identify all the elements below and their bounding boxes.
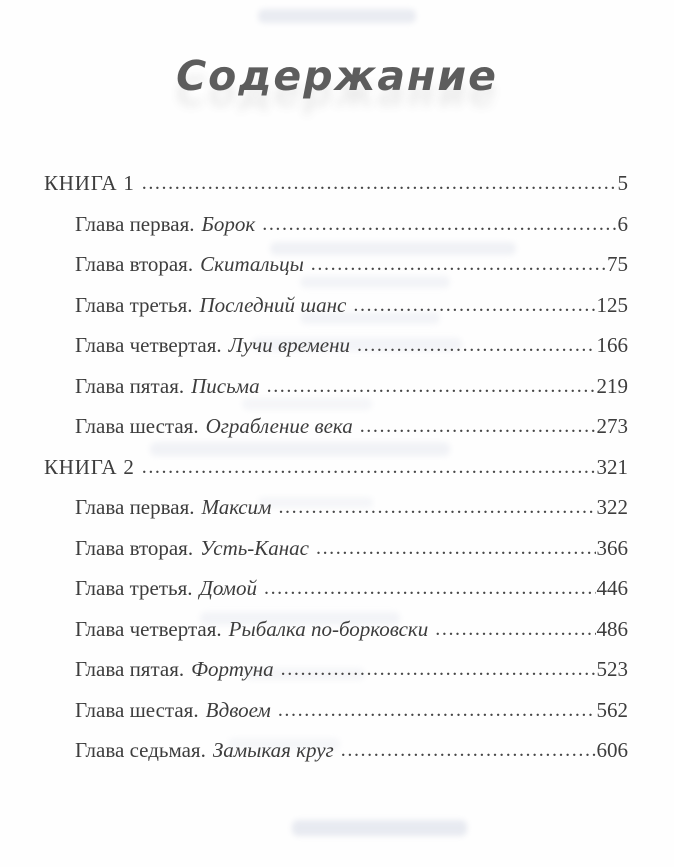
page-title: Содержание bbox=[176, 52, 498, 100]
toc-entry-label: КНИГА 2 bbox=[44, 454, 135, 479]
toc-entry: КНИГА 1 ................................… bbox=[44, 163, 628, 204]
toc-entry-page: 322 bbox=[596, 495, 629, 519]
toc-entry-label: Глава седьмая. bbox=[75, 738, 206, 762]
toc-entry: КНИГА 2 ................................… bbox=[44, 447, 628, 488]
dots-leader: ........................................… bbox=[141, 455, 596, 478]
dots-leader: ........................................… bbox=[280, 658, 596, 680]
toc-entry-label: Глава четвертая. bbox=[75, 333, 222, 357]
toc-entry: Глава вторая. Усть-Канас ...............… bbox=[44, 528, 628, 569]
dots-leader: ........................................… bbox=[262, 212, 617, 235]
bleedthrough-smudge bbox=[300, 276, 450, 288]
toc-entry-label: Глава вторая. bbox=[75, 252, 194, 276]
toc-entry: Глава третья. Домой ....................… bbox=[44, 568, 628, 609]
toc-entry-page: 523 bbox=[596, 657, 629, 681]
toc-entry: Глава шестая. Вдвоем ...................… bbox=[44, 690, 628, 731]
toc-entry-title: Рыбалка по-борковски bbox=[228, 616, 429, 641]
toc-entry-title: Лучи времени bbox=[228, 333, 351, 357]
bleedthrough-smudge bbox=[252, 338, 462, 351]
toc-entry: Глава седьмая. Замыкая круг ............… bbox=[44, 730, 628, 771]
dots-leader: ........................................… bbox=[340, 739, 596, 761]
dots-leader: ........................................… bbox=[310, 253, 606, 275]
dots-leader: ........................................… bbox=[315, 536, 596, 559]
dots-leader: ........................................… bbox=[141, 172, 617, 194]
toc-entry-title: Замыкая круг bbox=[212, 738, 334, 762]
toc-entry-title: Скитальцы bbox=[200, 252, 304, 276]
toc-entry-title: Усть-Канас bbox=[200, 535, 309, 560]
toc-entry-page: 273 bbox=[596, 414, 629, 438]
bleedthrough-smudge bbox=[300, 312, 440, 324]
bleedthrough-smudge bbox=[258, 497, 373, 508]
toc-entry: Глава четвертая. Рыбалка по-борковски ..… bbox=[44, 609, 628, 650]
toc-entry-page: 5 bbox=[617, 171, 629, 195]
toc-entry-title: Ограбление века bbox=[205, 414, 353, 438]
dots-leader: ........................................… bbox=[278, 496, 596, 518]
toc-entry-label: Глава пятая. bbox=[75, 657, 185, 681]
dots-leader: ........................................… bbox=[353, 293, 595, 316]
toc-list: КНИГА 1 ................................… bbox=[44, 163, 628, 771]
toc-entry-page: 219 bbox=[596, 373, 629, 398]
toc-entry-page: 366 bbox=[596, 535, 629, 560]
bleedthrough-smudge bbox=[150, 442, 450, 456]
toc-entry-label: Глава третья. bbox=[75, 292, 193, 317]
toc-entry-page: 125 bbox=[596, 292, 629, 317]
bleedthrough-smudge bbox=[245, 668, 365, 680]
bleedthrough-smudge bbox=[258, 9, 416, 23]
dots-leader: ........................................… bbox=[435, 617, 595, 640]
toc-entry-page: 321 bbox=[596, 454, 629, 479]
dots-leader: ........................................… bbox=[266, 374, 596, 397]
toc-entry-title: Борок bbox=[201, 211, 256, 236]
toc-entry-label: Глава третья. bbox=[75, 576, 193, 600]
bleedthrough-smudge bbox=[200, 612, 400, 625]
toc-entry-title: Максим bbox=[201, 495, 272, 519]
toc-entry-page: 446 bbox=[596, 576, 629, 600]
bleedthrough-smudge bbox=[228, 738, 340, 750]
dots-leader: ........................................… bbox=[263, 577, 596, 599]
toc-entry-title: Последний шанс bbox=[199, 292, 347, 317]
toc-entry-title: Письма bbox=[191, 373, 260, 398]
toc-entry: Глава первая. Максим ...................… bbox=[44, 487, 628, 528]
toc-entry-page: 6 bbox=[617, 211, 629, 236]
toc-entry-page: 166 bbox=[596, 333, 629, 357]
toc-entry-label: Глава вторая. bbox=[75, 535, 194, 560]
toc-entry-title: Фортуна bbox=[191, 657, 274, 681]
dots-leader: ........................................… bbox=[357, 334, 595, 356]
toc-entry-title: Вдвоем bbox=[205, 697, 271, 722]
bleedthrough-smudge bbox=[270, 242, 516, 255]
toc-entry-label: КНИГА 1 bbox=[44, 171, 135, 195]
toc-entry: Глава шестая. Ограбление века ..........… bbox=[44, 406, 628, 447]
dots-leader: ........................................… bbox=[359, 415, 596, 437]
dots-leader: ........................................… bbox=[277, 698, 596, 721]
toc-entry-title: Домой bbox=[199, 576, 257, 600]
bleedthrough-smudge bbox=[242, 398, 372, 410]
toc-entry: Глава пятая. Фортуна ...................… bbox=[44, 649, 628, 690]
toc-entry: Глава третья. Последний шанс ...........… bbox=[44, 285, 628, 326]
toc-entry-page: 606 bbox=[596, 738, 629, 762]
toc-entry-label: Глава первая. bbox=[75, 211, 195, 236]
toc-entry-label: Глава шестая. bbox=[75, 414, 199, 438]
toc-entry-page: 75 bbox=[607, 252, 628, 276]
toc-entry: Глава четвертая. Лучи времени ..........… bbox=[44, 325, 628, 366]
toc-entry-label: Глава первая. bbox=[75, 495, 195, 519]
toc-entry: Глава первая. Борок ....................… bbox=[44, 204, 628, 245]
toc-entry-label: Глава четвертая. bbox=[75, 616, 222, 641]
toc-entry: Глава пятая. Письма ....................… bbox=[44, 366, 628, 407]
toc-entry-label: Глава пятая. bbox=[75, 373, 185, 398]
toc-entry: Глава вторая. Скитальцы ................… bbox=[44, 244, 628, 285]
bleedthrough-smudge bbox=[292, 820, 467, 836]
toc-entry-label: Глава шестая. bbox=[75, 697, 199, 722]
toc-entry-page: 486 bbox=[596, 616, 629, 641]
toc-entry-page: 562 bbox=[596, 697, 629, 722]
